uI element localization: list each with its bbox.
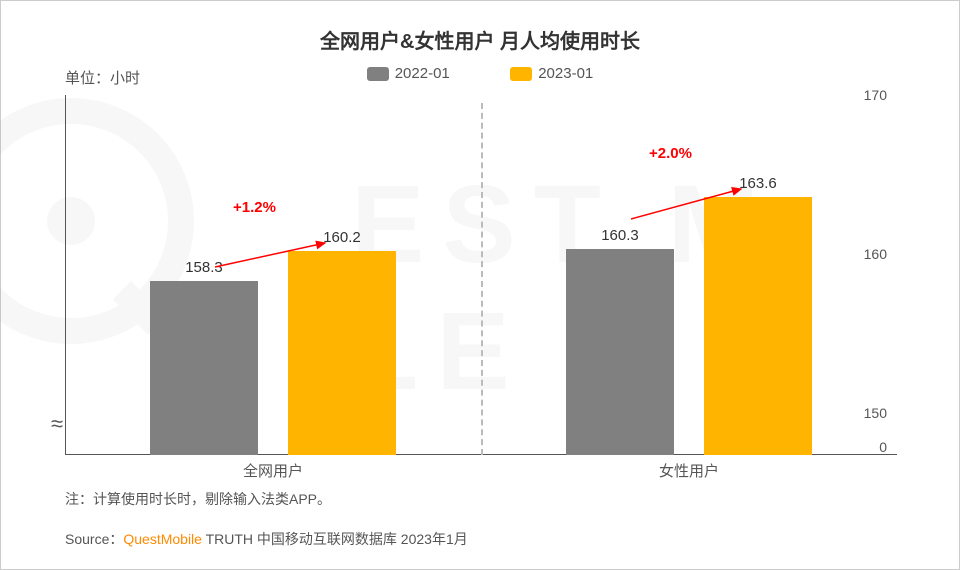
legend-label-2022: 2022-01 xyxy=(395,65,450,82)
chart-container: EST M LE 全网用户&女性用户 月人均使用时长 单位：小时 2022-01… xyxy=(0,0,960,570)
y-tick-170: 170 xyxy=(864,87,887,103)
growth-arrow-female xyxy=(631,189,758,265)
category-label-female: 女性用户 xyxy=(609,460,769,481)
legend-item-2022: 2022-01 xyxy=(367,65,450,82)
legend: 2022-01 2023-01 xyxy=(1,65,959,86)
source-line: Source：QuestMobile TRUTH 中国移动互联网数据库 2023… xyxy=(65,529,468,549)
legend-label-2023: 2023-01 xyxy=(538,65,593,82)
category-label-allusers: 全网用户 xyxy=(193,460,353,481)
y-tick-150: 150 xyxy=(864,405,887,421)
category-divider xyxy=(481,103,483,455)
source-prefix: Source： xyxy=(65,531,123,547)
legend-swatch-2023 xyxy=(510,67,532,81)
growth-label-allusers: +1.2% xyxy=(233,199,276,216)
y-axis-line xyxy=(65,95,66,455)
legend-swatch-2022 xyxy=(367,67,389,81)
y-tick-0: 0 xyxy=(879,439,887,455)
footnote: 注：计算使用时长时，剔除输入法类APP。 xyxy=(65,489,331,509)
source-brand: QuestMobile xyxy=(123,531,202,547)
bar-female-2022 xyxy=(566,249,674,455)
bar-allusers-2022 xyxy=(150,281,258,455)
plot-area: 170 160 150 0 ≈ 158.3 160.2 +1.2% 全网用户 1… xyxy=(65,95,897,455)
chart-title: 全网用户&女性用户 月人均使用时长 xyxy=(1,25,959,54)
legend-item-2023: 2023-01 xyxy=(510,65,593,82)
axis-break-mark: ≈ xyxy=(51,411,63,437)
growth-arrow-allusers xyxy=(215,243,342,297)
growth-label-female: +2.0% xyxy=(649,145,692,162)
y-tick-160: 160 xyxy=(864,246,887,262)
source-rest: TRUTH 中国移动互联网数据库 2023年1月 xyxy=(202,531,468,547)
